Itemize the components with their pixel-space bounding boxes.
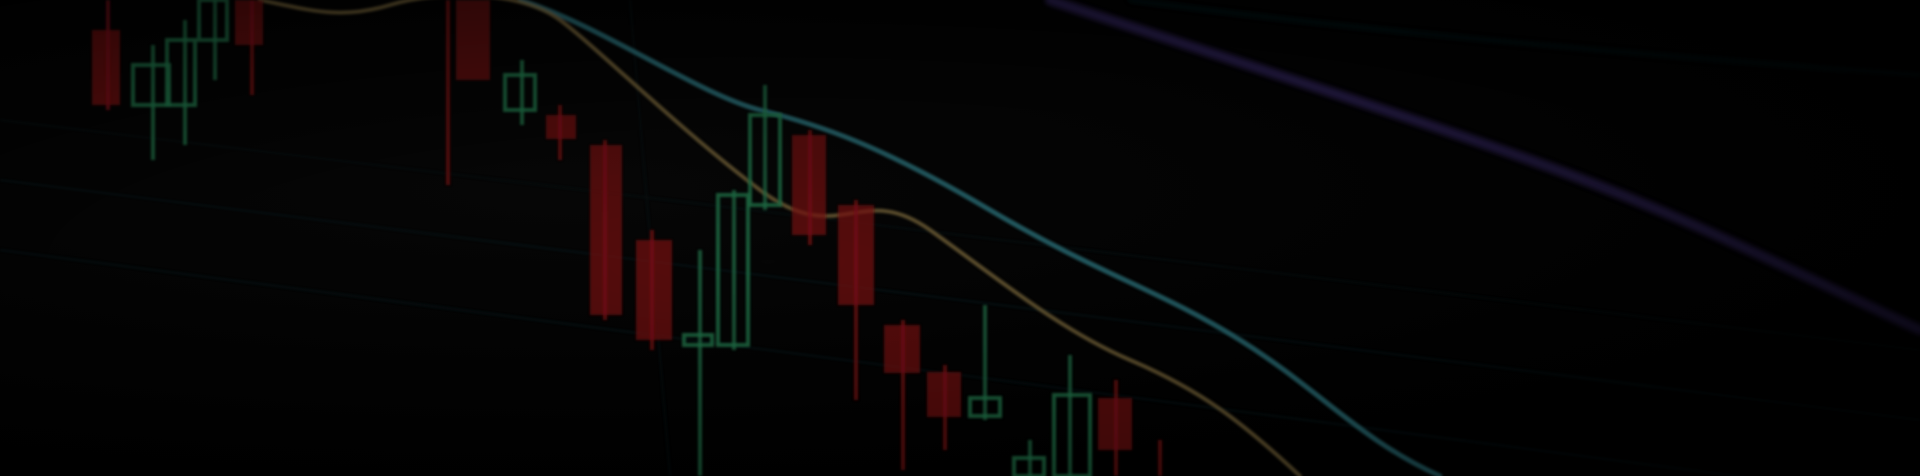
candlesticks — [92, 0, 1162, 476]
candle-down — [446, 0, 490, 185]
candle-down — [546, 105, 576, 160]
candle-up — [748, 85, 782, 210]
ma-line-purple — [1045, 0, 1920, 335]
candle-up — [165, 20, 197, 145]
candle-up — [1052, 355, 1092, 476]
candle-up — [197, 0, 229, 80]
candle-down — [838, 200, 874, 400]
candle-down — [235, 0, 263, 95]
grid-line — [0, 119, 1920, 351]
candle-up — [968, 305, 1002, 420]
ma-line-yellow — [258, 0, 1302, 476]
candle-down — [590, 140, 622, 320]
candle-down — [792, 130, 826, 245]
candle-down — [636, 230, 672, 350]
candle-up — [131, 45, 171, 160]
grid-line — [0, 249, 1744, 476]
candle-down — [884, 320, 920, 470]
candle-up — [682, 250, 714, 476]
candle-up — [1012, 440, 1046, 476]
candle-down — [92, 0, 120, 110]
candle-up — [503, 60, 537, 125]
candle-down — [927, 365, 961, 450]
